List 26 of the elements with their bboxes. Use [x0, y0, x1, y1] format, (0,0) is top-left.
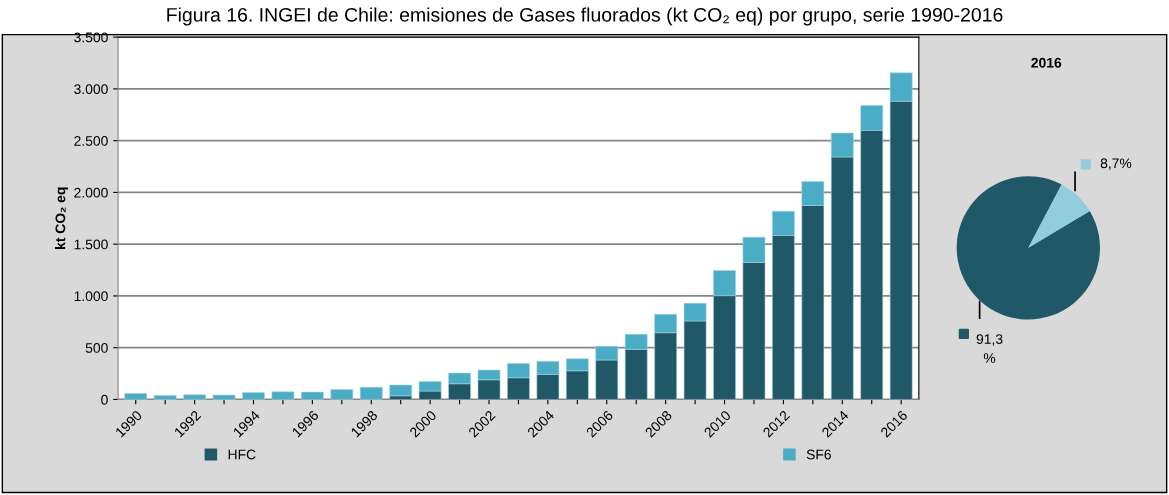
bar [301, 391, 324, 400]
data-label: 91,3 % [976, 334, 1003, 363]
bar [271, 391, 295, 400]
y-axis-title: kt CO₂ eq [55, 187, 69, 249]
bar [153, 395, 177, 400]
y-tick-label: 1.000 [74, 291, 108, 302]
bar [242, 392, 265, 400]
y-tick-label: 2.000 [74, 187, 108, 198]
bar [330, 389, 354, 400]
chart-title: Figura 16. INGEI de Chile: emisiones de Gases fluorados (kt CO₂ eq) por grupo, serie 1990-2016 [167, 7, 1003, 26]
chart-title: 2016 [1031, 57, 1062, 68]
y-tick-label: 1.500 [74, 239, 108, 250]
pie-slice [956, 176, 1100, 320]
y-tick-label: 500 [85, 343, 108, 353]
y-tick-label: 3.000 [74, 84, 108, 95]
bar [359, 386, 383, 400]
y-tick-label: 0 [101, 394, 108, 405]
pie-slice [1028, 184, 1090, 248]
bar [389, 384, 413, 397]
legend-label: HFC [228, 449, 256, 460]
bar [183, 394, 206, 400]
bar [124, 393, 148, 400]
bar [212, 394, 236, 400]
legend-label: SF6 [806, 449, 831, 460]
data-label: 8,7% [1100, 158, 1132, 170]
y-tick-label: 2.500 [74, 135, 108, 146]
